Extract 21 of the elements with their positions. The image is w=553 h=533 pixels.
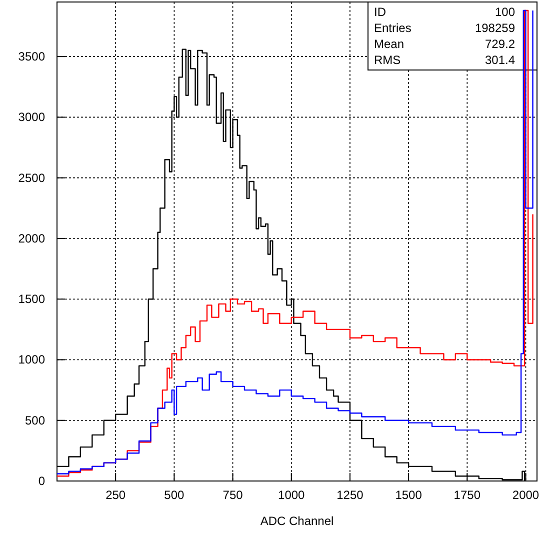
x-tick-label: 1250 xyxy=(336,488,364,502)
y-tick-label: 1500 xyxy=(18,292,46,306)
x-tick-label: 1500 xyxy=(395,488,422,502)
x-tick-label: 750 xyxy=(222,488,244,502)
text: ID 100 xyxy=(374,5,515,19)
x-tick-label: 1750 xyxy=(454,488,481,502)
x-tick-label: 250 xyxy=(106,488,126,502)
y-tick-label: 0 xyxy=(38,474,46,488)
text: RMS 301.4 xyxy=(374,53,515,67)
text: Entries 198259 xyxy=(374,21,515,35)
x-axis-title: ADC Channel xyxy=(260,514,334,528)
y-tick-label: 3000 xyxy=(18,110,46,124)
text: Mean 729.2 xyxy=(374,37,515,51)
y-tick-label: 3500 xyxy=(18,50,46,64)
x-tick-label: 1000 xyxy=(278,488,306,502)
y-tick-label: 2000 xyxy=(18,231,46,246)
y-tick-label: 2500 xyxy=(18,170,46,185)
y-tick-label: 1000 xyxy=(18,352,46,367)
x-tick-label: 2000 xyxy=(512,488,540,502)
x-tick-label: 500 xyxy=(164,488,185,502)
y-tick-label: 500 xyxy=(24,413,46,428)
